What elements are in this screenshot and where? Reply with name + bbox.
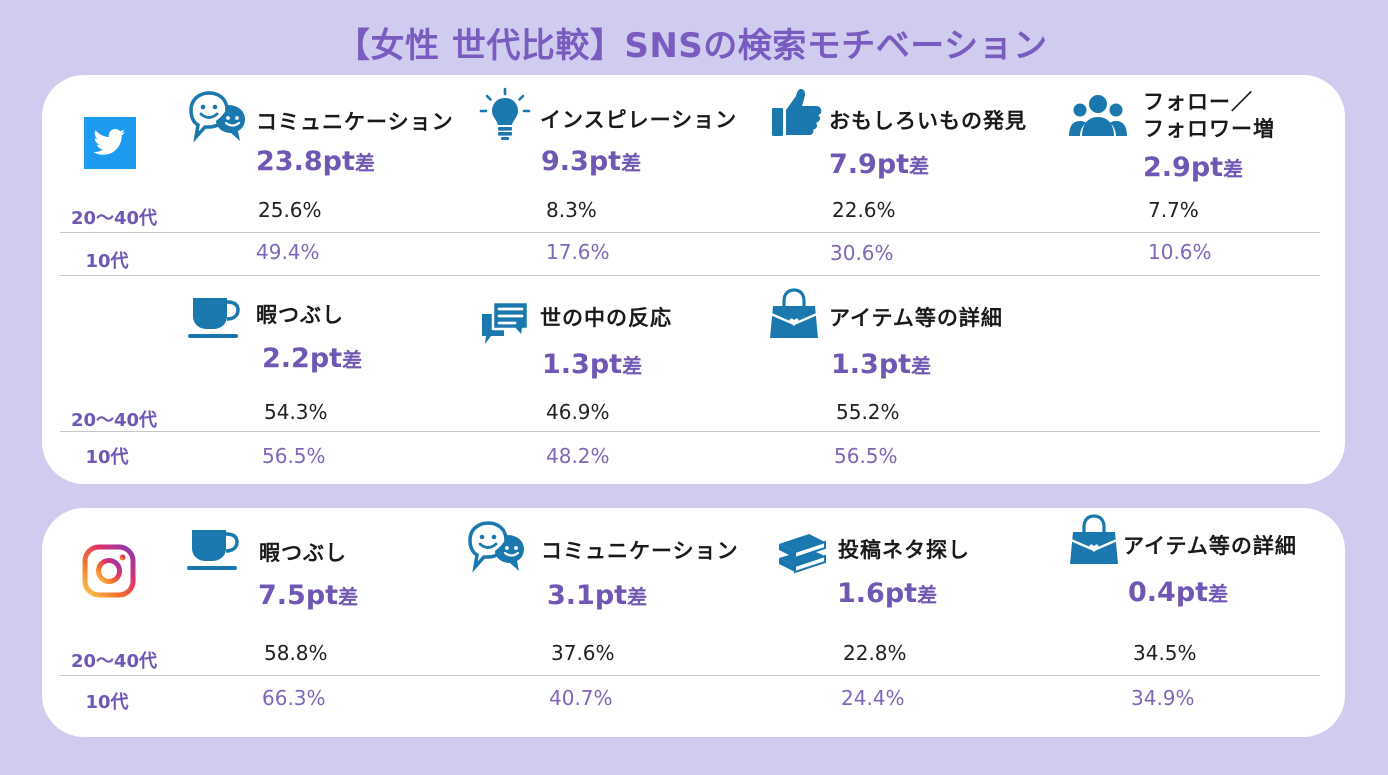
twitter-bird-icon xyxy=(84,117,136,169)
category-label: 暇つぶし xyxy=(256,303,344,327)
value-20-40: 46.9% xyxy=(546,400,610,424)
coffee-cup-icon xyxy=(186,522,240,576)
value-10: 49.4% xyxy=(256,240,320,264)
divider xyxy=(60,275,1320,276)
category-label: 暇つぶし xyxy=(259,541,347,565)
handbag-icon xyxy=(1067,514,1121,568)
row-label-20-40: 20〜40代 xyxy=(70,651,158,672)
divider xyxy=(60,431,1320,432)
category-label: コミュニケーション xyxy=(541,539,739,563)
value-20-40: 37.6% xyxy=(551,641,615,665)
category-label: 投稿ネタ探し xyxy=(838,538,970,562)
row-label-10: 10代 xyxy=(85,447,129,468)
difference-value: 23.8pt差 xyxy=(256,146,375,177)
difference-value: 1.3pt差 xyxy=(542,349,643,380)
value-20-40: 55.2% xyxy=(836,400,900,424)
value-10: 10.6% xyxy=(1148,240,1212,264)
category-label: おもしろいもの発見 xyxy=(829,109,1027,133)
row-label-20-40: 20〜40代 xyxy=(70,410,158,431)
handbag-icon xyxy=(767,288,821,342)
value-10: 24.4% xyxy=(841,686,905,710)
chat-bubbles-icon xyxy=(466,520,526,574)
value-10: 17.6% xyxy=(546,240,610,264)
category-label-line2: フォロワー増 xyxy=(1143,117,1275,141)
difference-value: 3.1pt差 xyxy=(547,580,648,611)
difference-value: 0.4pt差 xyxy=(1128,577,1229,608)
people-icon xyxy=(1068,90,1128,144)
value-20-40: 34.5% xyxy=(1133,641,1197,665)
value-20-40: 8.3% xyxy=(546,198,597,222)
value-20-40: 22.8% xyxy=(843,641,907,665)
difference-value: 7.9pt差 xyxy=(829,149,930,180)
divider xyxy=(60,675,1320,676)
thumbs-up-icon xyxy=(770,86,824,140)
category-label: アイテム等の詳細 xyxy=(829,306,1003,330)
value-10: 56.5% xyxy=(262,444,326,468)
category-label: インスピレーション xyxy=(540,108,738,132)
value-10: 40.7% xyxy=(549,686,613,710)
value-20-40: 25.6% xyxy=(258,198,322,222)
difference-value: 1.6pt差 xyxy=(837,578,938,609)
value-20-40: 7.7% xyxy=(1148,198,1199,222)
category-label: アイテム等の詳細 xyxy=(1123,534,1297,558)
value-20-40: 22.6% xyxy=(832,198,896,222)
row-label-10: 10代 xyxy=(85,251,129,272)
page-title: 【女性 世代比較】SNSの検索モチベーション xyxy=(336,26,1048,66)
value-10: 34.9% xyxy=(1131,686,1195,710)
value-10: 30.6% xyxy=(830,241,894,265)
difference-value: 2.2pt差 xyxy=(262,343,363,374)
value-10: 56.5% xyxy=(834,444,898,468)
row-label-10: 10代 xyxy=(85,692,129,713)
books-icon xyxy=(775,522,829,576)
value-20-40: 54.3% xyxy=(264,400,328,424)
value-10: 48.2% xyxy=(546,444,610,468)
lightbulb-icon xyxy=(478,87,532,141)
category-label: 世の中の反応 xyxy=(540,306,672,330)
coffee-cup-icon xyxy=(187,290,241,344)
instagram-icon xyxy=(82,544,136,598)
row-label-20-40: 20〜40代 xyxy=(70,208,158,229)
difference-value: 9.3pt差 xyxy=(541,146,642,177)
category-label: フォロー／ xyxy=(1143,90,1253,114)
message-icon xyxy=(478,296,532,350)
difference-value: 1.3pt差 xyxy=(831,349,932,380)
difference-value: 2.9pt差 xyxy=(1143,152,1244,183)
twitter-card xyxy=(42,75,1345,484)
difference-value: 7.5pt差 xyxy=(258,580,359,611)
value-10: 66.3% xyxy=(262,686,326,710)
instagram-card xyxy=(42,508,1345,737)
category-label: コミュニケーション xyxy=(256,110,454,134)
divider xyxy=(60,232,1320,233)
value-20-40: 58.8% xyxy=(264,641,328,665)
chat-bubbles-icon xyxy=(187,90,247,144)
